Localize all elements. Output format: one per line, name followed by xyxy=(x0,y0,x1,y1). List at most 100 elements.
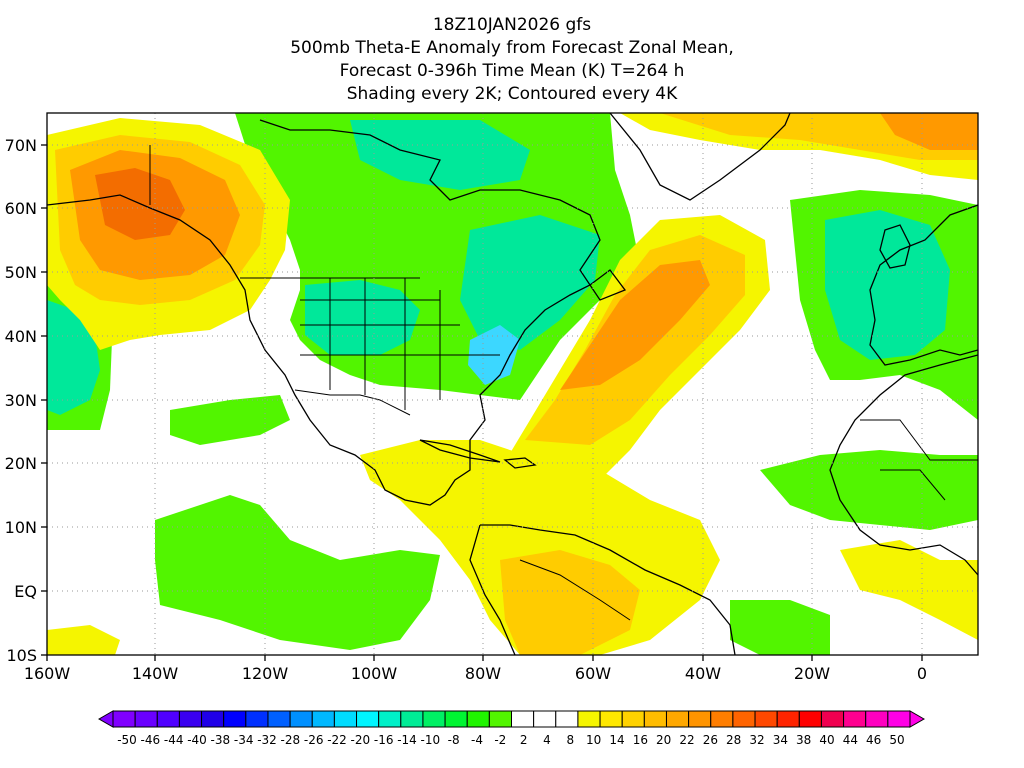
orange-anomaly-arctic xyxy=(880,113,978,150)
lat-tick-label: 60N xyxy=(5,199,37,218)
colorbar-cell xyxy=(798,710,822,728)
colorbar-cell xyxy=(843,710,867,728)
colorbar-label: 46 xyxy=(866,733,881,747)
lon-tick-label: 140W xyxy=(132,664,179,683)
gold-anomaly-south-america xyxy=(500,550,640,655)
colorbar-label: -2 xyxy=(494,733,506,747)
cuba-coastline xyxy=(419,439,501,463)
colorbar-cell xyxy=(533,710,557,728)
colorbar-label: -40 xyxy=(187,733,207,747)
lon-tick-label: 0 xyxy=(917,664,927,683)
title-line-1: 18Z10JAN2026 gfs xyxy=(432,15,592,35)
africa-border-2 xyxy=(880,469,946,501)
colorbar-label: 14 xyxy=(609,733,624,747)
colorbar-cell xyxy=(555,710,579,728)
colorbar-label: 44 xyxy=(843,733,858,747)
africa-border-1 xyxy=(860,419,978,461)
colorbar-label: 32 xyxy=(749,733,764,747)
lon-tick-label: 40W xyxy=(685,664,721,683)
south-america-coastline xyxy=(480,524,736,655)
coastlines xyxy=(47,113,978,655)
colorbar-max-arrow xyxy=(909,710,926,728)
colorbar-cell xyxy=(643,710,667,728)
lon-tick-label: 100W xyxy=(351,664,398,683)
colorbar-cell xyxy=(356,710,380,728)
plot-frame xyxy=(46,112,979,656)
north-america-coastline xyxy=(47,119,627,506)
colorbar-cell xyxy=(488,710,513,728)
colorbar-label: 28 xyxy=(726,733,741,747)
colorbar-cell xyxy=(245,710,269,728)
south-america-border xyxy=(519,559,631,621)
colorbar-label: 20 xyxy=(656,733,671,747)
green-anomaly-tropical-pacific xyxy=(155,495,440,650)
colorbar-label: 4 xyxy=(543,733,551,747)
colorbar-cell xyxy=(378,710,402,728)
colorbar-cell xyxy=(710,710,734,728)
colorbar-cell xyxy=(776,710,800,728)
europe-coastline xyxy=(869,204,978,366)
green-anomaly-south-atlantic xyxy=(730,600,830,655)
colorbar-cell xyxy=(112,710,136,728)
gridlines xyxy=(47,113,978,655)
colorbar-cell xyxy=(444,710,468,728)
colorbar-label: -34 xyxy=(234,733,254,747)
lat-tick-label: 10S xyxy=(6,646,37,665)
green-anomaly-pacific-band xyxy=(170,395,290,445)
colorbar-label: 34 xyxy=(773,733,788,747)
colorbar-label: -46 xyxy=(141,733,161,747)
lat-tick-label: 20N xyxy=(5,454,37,473)
colorbar-label: 22 xyxy=(679,733,694,747)
colorbar-label: 16 xyxy=(633,733,648,747)
colorbar-label: 38 xyxy=(796,733,811,747)
colorbar-cell xyxy=(665,710,690,728)
colorbar-cell xyxy=(688,710,712,728)
colorbar-cell xyxy=(599,710,623,728)
hispaniola-coastline xyxy=(503,457,537,469)
uk-coastline xyxy=(879,224,911,269)
colorbar-cell xyxy=(422,710,446,728)
colorbar-label: 40 xyxy=(819,733,834,747)
colorbar-label: -16 xyxy=(374,733,394,747)
teal-anomaly-europe xyxy=(825,210,950,360)
colorbar-label: 50 xyxy=(889,733,904,747)
colorbar-cell xyxy=(289,710,313,728)
africa-coastline xyxy=(829,354,978,576)
colorbar-label: -44 xyxy=(164,733,184,747)
colorbar-label: -22 xyxy=(327,733,347,747)
lat-tick-label: 30N xyxy=(5,391,37,410)
colorbar-label: 10 xyxy=(586,733,601,747)
colorbar-label: -4 xyxy=(471,733,483,747)
colorbar-cell xyxy=(201,710,225,728)
teal-anomaly-canada-north xyxy=(350,120,530,190)
colorbar-label: -50 xyxy=(117,733,137,747)
lon-tick-label: 60W xyxy=(575,664,611,683)
title-line-3: Forecast 0-396h Time Mean (K) T=264 h xyxy=(339,61,685,81)
colorbar-cell xyxy=(820,710,845,728)
colorbar-label: -8 xyxy=(448,733,460,747)
lon-tick-label: 80W xyxy=(465,664,501,683)
teal-anomaly-central-us xyxy=(305,280,420,355)
lat-tick-label: 70N xyxy=(5,136,37,155)
lat-tick-label: 40N xyxy=(5,327,37,346)
colorbar-label: -26 xyxy=(304,733,324,747)
anomaly-shading xyxy=(47,113,978,655)
colorbar-cell xyxy=(865,710,889,728)
lat-tick-label: EQ xyxy=(14,582,37,601)
colorbar-label: -28 xyxy=(281,733,301,747)
colorbar-cell xyxy=(511,710,535,728)
title-line-4: Shading every 2K; Contoured every 4K xyxy=(346,84,678,104)
lon-tick-label: 20W xyxy=(794,664,830,683)
colorbar: -50 -46 -44 -40 -38 -34 -32 -28 -26 -22 -20 -16 -14-… xyxy=(97,710,926,747)
colorbar-label: -20 xyxy=(351,733,371,747)
longitude-axis: 160W 140W 120W 100W 80W 60W 40W 20W 0 xyxy=(24,655,927,683)
lon-tick-label: 120W xyxy=(242,664,289,683)
colorbar-cell xyxy=(621,710,645,728)
colorbar-min-arrow xyxy=(97,710,114,728)
yellow-anomaly-gulf-guinea xyxy=(840,540,978,640)
colorbar-cell xyxy=(400,710,424,728)
colorbar-cell xyxy=(333,710,358,728)
yellow-anomaly-southeast-pacific xyxy=(47,625,120,655)
colorbar-cell xyxy=(754,710,778,728)
